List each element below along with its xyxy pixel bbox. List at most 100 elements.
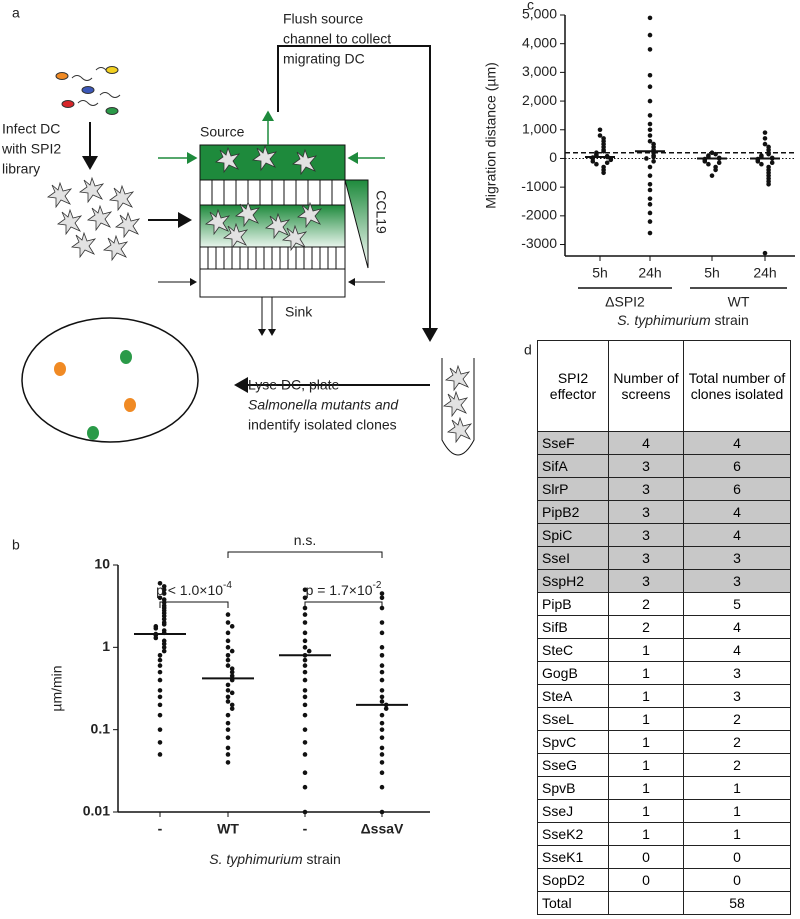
x-tick-label: -: [158, 821, 163, 837]
table-cell: 4: [683, 431, 791, 455]
table-cell: 1: [608, 730, 684, 754]
data-point: [651, 159, 656, 164]
table-cell: 1: [608, 638, 684, 662]
data-point: [153, 626, 159, 631]
table-cell: SseI: [537, 546, 609, 570]
table-row: SpvB 1 1: [537, 776, 791, 800]
data-point: [225, 682, 231, 688]
table-cell: Total number of clones isolated: [683, 340, 791, 432]
table-cell: 3: [683, 684, 791, 708]
diagram: Flush source channel to collect migratin…: [1, 11, 475, 456]
data-point: [302, 770, 308, 776]
data-point: [225, 657, 231, 663]
table-cell: 3: [608, 569, 684, 593]
data-point: [709, 173, 715, 178]
data-point: [601, 170, 606, 176]
data-point: [229, 666, 235, 672]
y-tick-label: 10: [94, 556, 110, 572]
diagram-text: Lyse DC, plate: [248, 377, 340, 393]
table-cell: SPI2 effector: [537, 340, 609, 432]
comparison-text: p < 1.0×10: [156, 582, 223, 598]
data-point: [762, 141, 768, 147]
table-cell: SspH2: [537, 569, 609, 593]
data-point: [229, 624, 235, 629]
table-cell: Total: [537, 891, 609, 915]
data-point: [157, 657, 163, 663]
data-point: [647, 47, 653, 52]
diagram-text: Salmonella mutants and: [248, 397, 399, 413]
table-cell: SseL: [537, 707, 609, 731]
data-point: [716, 160, 722, 166]
y-tick-label: 1,000: [522, 120, 557, 136]
table-cell: 3: [608, 500, 684, 524]
table-row: SteC 1 4: [537, 638, 791, 662]
data-point: [225, 638, 231, 644]
data-point: [379, 630, 385, 636]
data-point: [651, 154, 656, 160]
x-axis-label: S. typhimurium strain: [617, 312, 748, 328]
data-point: [302, 587, 308, 593]
data-point: [647, 72, 653, 78]
table-row: SseK1 0 0: [537, 845, 791, 869]
group-label: ΔSPI2: [605, 294, 645, 310]
data-point: [379, 735, 385, 740]
diagram-text: channel to collect: [283, 31, 391, 47]
data-point: [647, 196, 653, 201]
data-point: [379, 699, 385, 704]
x-axis-label-rest: strain: [715, 312, 749, 328]
data-point: [379, 727, 385, 732]
x-tick-label: 5h: [704, 265, 720, 281]
data-point: [157, 595, 163, 601]
data-point: [225, 735, 231, 740]
data-point: [647, 202, 653, 207]
table-cell: 2: [608, 615, 684, 639]
comparison-exponent: -2: [373, 580, 382, 591]
table-cell: 1: [608, 776, 684, 800]
data-point: [225, 745, 231, 751]
table-cell: 0: [608, 845, 684, 869]
y-tick-label: 0.01: [83, 803, 110, 819]
data-point: [379, 669, 385, 675]
data-point: [157, 702, 163, 708]
effector-table: SPI2 effector Number of screens Total numb…: [537, 340, 791, 915]
data-point: [379, 694, 385, 700]
table-cell: 1: [608, 684, 684, 708]
table-cell: SteC: [537, 638, 609, 662]
diagram-text: Flush source: [283, 11, 363, 27]
table-row: SspH2 3 3: [537, 569, 791, 593]
table-cell: 6: [683, 454, 791, 478]
table-cell: 2: [683, 753, 791, 777]
data-point: [766, 181, 771, 187]
data-point: [379, 591, 385, 596]
table-cell: 4: [683, 500, 791, 524]
table-row: PipB2 3 4: [537, 500, 791, 524]
table-cell: Number of screens: [608, 340, 684, 432]
data-point: [762, 130, 768, 135]
table-cell: 3: [683, 661, 791, 685]
data-point: [302, 669, 308, 675]
panel-label: b: [12, 537, 20, 553]
data-point: [302, 638, 308, 644]
table-cell: SpiC: [537, 523, 609, 547]
data-point: [379, 595, 385, 601]
data-point: [379, 760, 385, 765]
data-point: [225, 712, 231, 718]
comparison-bracket: [227, 551, 383, 558]
cell-cluster: [47, 177, 140, 261]
data-point: [647, 210, 653, 216]
data-point: [225, 663, 231, 668]
data-point: [302, 688, 308, 693]
y-tick-label: 3,000: [522, 63, 557, 79]
data-point: [157, 688, 163, 693]
diagram-text: CCL19: [373, 190, 389, 234]
data-point: [647, 121, 653, 127]
table-row: SseI 3 3: [537, 546, 791, 570]
y-tick-label: 0: [549, 149, 557, 165]
table-cell: 3: [683, 546, 791, 570]
data-point: [379, 605, 385, 611]
y-tick-label: -3000: [521, 235, 557, 251]
data-point: [647, 15, 653, 21]
table-row: SpiC 3 4: [537, 523, 791, 547]
data-point: [647, 138, 653, 144]
data-point: [647, 32, 653, 38]
